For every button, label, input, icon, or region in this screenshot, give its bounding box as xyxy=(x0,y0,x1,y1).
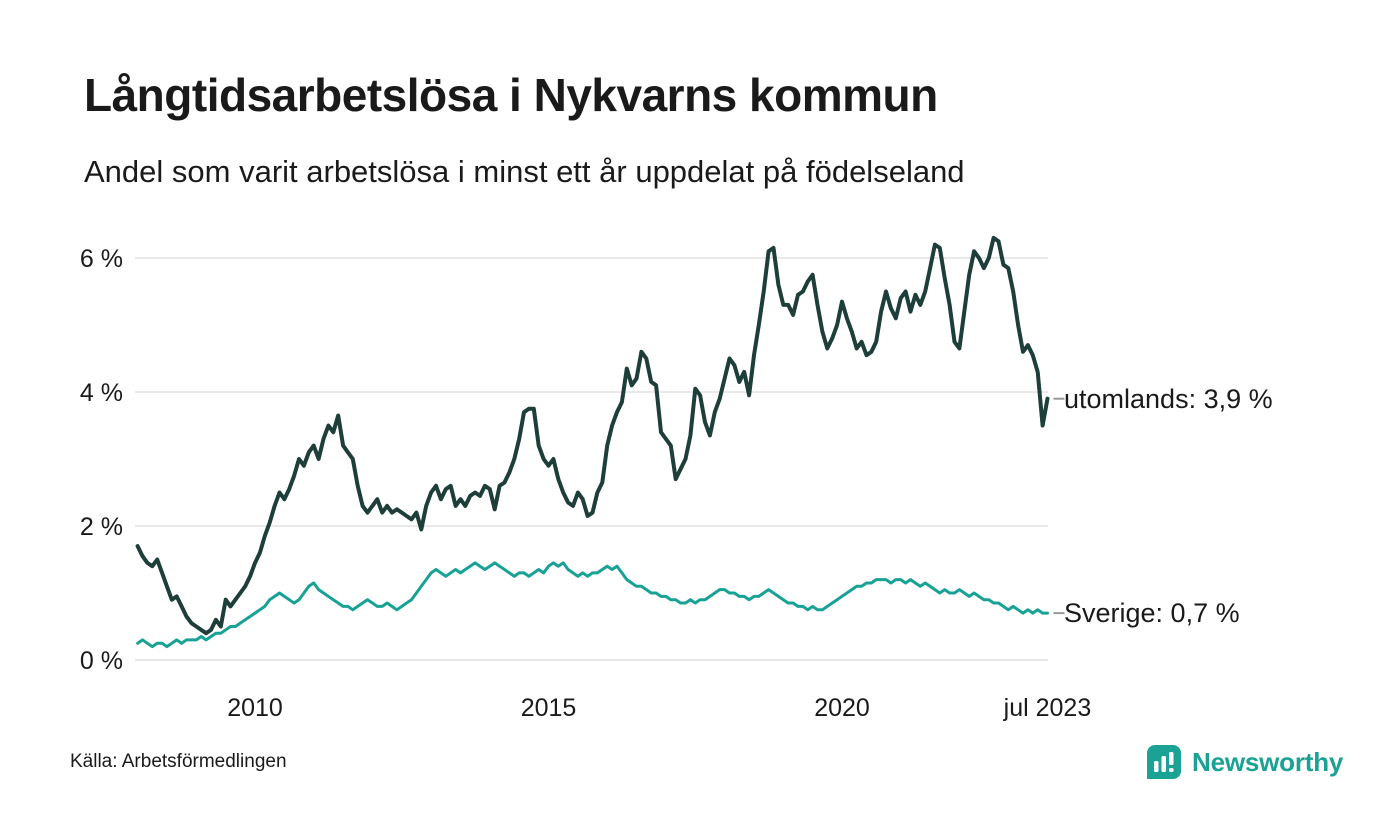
series-end-label-utomlands: utomlands: 3,9 % xyxy=(1064,384,1273,414)
x-axis-tick-label: 2010 xyxy=(227,694,283,722)
y-axis-tick-label: 4 % xyxy=(80,379,123,407)
y-axis-tick-label: 6 % xyxy=(80,245,123,273)
newsworthy-logo-icon xyxy=(1147,745,1181,779)
series-line-sverige xyxy=(136,561,1049,649)
source-note: Källa: Arbetsförmedlingen xyxy=(70,751,287,772)
y-axis-tick-label: 0 % xyxy=(80,647,123,675)
chart-title: Långtidsarbetslösa i Nykvarns kommun xyxy=(84,69,938,121)
y-axis-tick-label: 2 % xyxy=(80,513,123,541)
series-line-utomlands xyxy=(135,235,1050,636)
newsworthy-logo[interactable]: Newsworthy xyxy=(1146,744,1343,780)
series-end-label-sverige: Sverige: 0,7 % xyxy=(1064,598,1240,628)
x-axis-tick-label: jul 2023 xyxy=(1003,694,1092,722)
x-axis-tick-label: 2015 xyxy=(521,694,577,722)
newsworthy-wordmark: Newsworthy xyxy=(1192,746,1344,777)
x-axis-tick-label: 2020 xyxy=(814,694,870,722)
chart-subtitle: Andel som varit arbetslösa i minst ett å… xyxy=(84,154,965,189)
